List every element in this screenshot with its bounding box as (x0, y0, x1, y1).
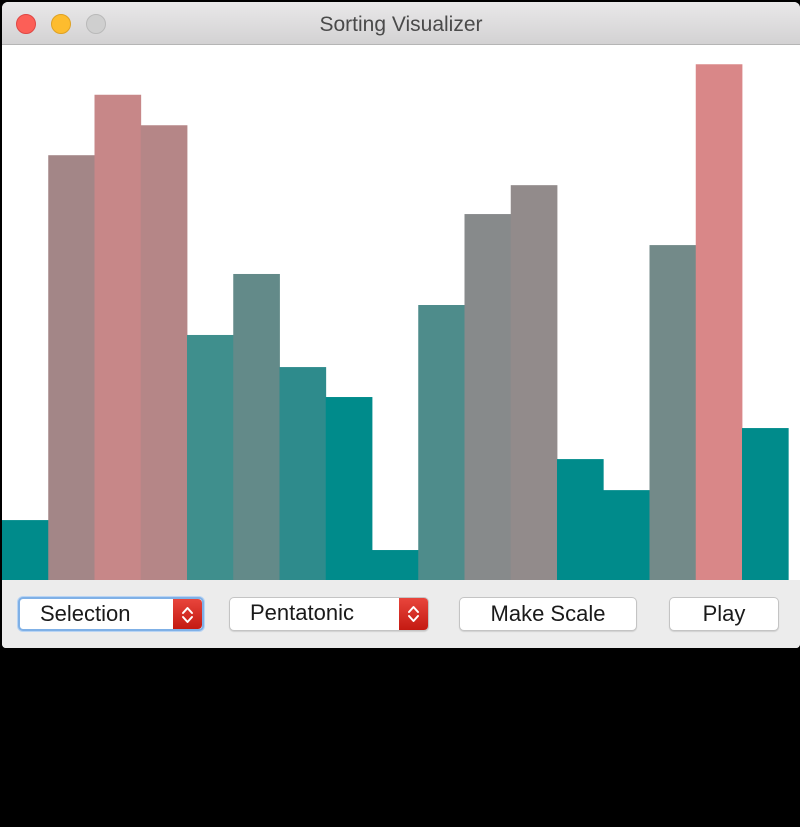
bar-chart (2, 64, 789, 580)
app-window: Sorting Visualizer Selection Pentatonic (2, 2, 800, 648)
bar-2 (48, 155, 95, 580)
algorithm-select-value: Selection (40, 601, 131, 626)
bar-6 (233, 273, 280, 580)
scale-select-stepper[interactable] (399, 598, 428, 630)
play-button[interactable]: Play (669, 597, 779, 631)
bar-10 (418, 305, 465, 580)
control-panel: Selection Pentatonic Make Scale Play (2, 580, 800, 648)
bar-4 (140, 125, 188, 580)
bar-9 (372, 550, 419, 580)
window-title: Sorting Visualizer (319, 13, 483, 36)
bar-11 (464, 214, 512, 580)
bar-5 (187, 334, 234, 580)
bar-1 (2, 520, 49, 580)
up-down-arrows-icon (408, 606, 419, 622)
scale-select[interactable]: Pentatonic (229, 597, 429, 631)
maximize-window-button[interactable] (86, 14, 106, 34)
bar-7 (279, 367, 327, 580)
close-window-button[interactable] (16, 14, 36, 34)
bar-15 (649, 245, 697, 580)
bar-3 (94, 94, 142, 580)
algorithm-select-stepper[interactable] (173, 599, 202, 629)
up-down-arrows-icon (182, 607, 193, 623)
scale-select-value: Pentatonic (250, 600, 354, 625)
title-bar: Sorting Visualizer (2, 2, 800, 45)
bar-16 (695, 64, 743, 580)
bar-14 (603, 490, 650, 580)
make-scale-button[interactable]: Make Scale (459, 597, 637, 631)
bar-visualization (2, 45, 800, 580)
bar-12 (510, 185, 558, 580)
algorithm-select[interactable]: Selection (18, 597, 204, 631)
bar-8 (325, 397, 373, 580)
bar-13 (557, 459, 604, 580)
minimize-window-button[interactable] (51, 14, 71, 34)
bar-17 (742, 428, 789, 580)
